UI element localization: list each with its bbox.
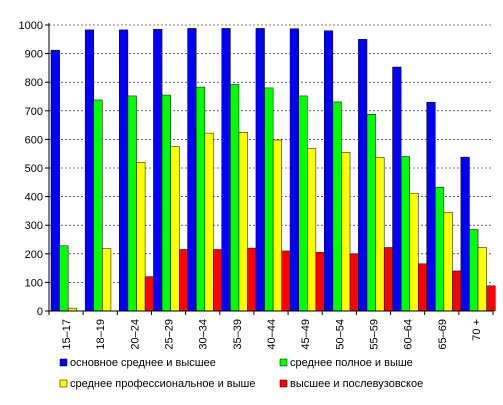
legend-swatch bbox=[59, 379, 68, 388]
bar bbox=[460, 156, 470, 312]
bar bbox=[477, 247, 487, 312]
x-tick-label: 50–54 bbox=[334, 319, 346, 350]
bar bbox=[102, 248, 112, 312]
legend-swatch bbox=[279, 379, 288, 388]
bar bbox=[221, 28, 231, 312]
axes bbox=[45, 23, 494, 315]
y-axis-tick-labels: 0 100 200 300 400 500 600 700 800 900 1000 bbox=[19, 20, 43, 318]
x-tick-label: 25–29 bbox=[164, 319, 176, 350]
y-tick-label: 600 bbox=[25, 134, 43, 146]
bar bbox=[315, 252, 325, 312]
bar bbox=[469, 229, 479, 312]
bar bbox=[383, 247, 394, 312]
bar bbox=[443, 212, 453, 312]
bar bbox=[50, 49, 60, 312]
bar bbox=[204, 132, 214, 312]
bar bbox=[323, 30, 334, 312]
bar bbox=[281, 250, 291, 312]
bar bbox=[161, 94, 171, 312]
bar bbox=[230, 84, 240, 312]
bar bbox=[289, 28, 299, 312]
y-tick-label: 500 bbox=[25, 163, 43, 175]
bar bbox=[332, 101, 342, 312]
x-tick-label: 30–34 bbox=[198, 319, 210, 350]
bar bbox=[375, 157, 385, 312]
x-tick-label: 15–17 bbox=[61, 319, 73, 350]
y-tick-label: 1000 bbox=[19, 20, 43, 32]
x-tick-label: 40–44 bbox=[266, 319, 278, 350]
bar bbox=[400, 156, 410, 312]
bar bbox=[255, 28, 265, 312]
bar bbox=[418, 263, 428, 312]
bar bbox=[341, 152, 351, 312]
legend-label: среднее полное и выше bbox=[290, 357, 413, 369]
bar bbox=[409, 192, 419, 312]
bar bbox=[187, 28, 197, 312]
bar bbox=[179, 249, 189, 312]
bar bbox=[59, 245, 69, 312]
bar bbox=[307, 148, 317, 312]
x-tick-label: 45–49 bbox=[300, 319, 312, 350]
y-tick-label: 800 bbox=[25, 77, 43, 89]
bar bbox=[452, 270, 462, 312]
y-tick-label: 100 bbox=[25, 277, 43, 289]
x-tick-label: 18–19 bbox=[95, 319, 107, 350]
x-axis-tick-labels: 15–17 18–19 20–24 25–29 30–34 35–39 40–44 45–49… bbox=[61, 319, 483, 350]
bar bbox=[486, 285, 496, 312]
bar bbox=[435, 186, 445, 312]
legend-swatch bbox=[279, 358, 288, 367]
bar bbox=[238, 132, 248, 312]
bar bbox=[272, 139, 282, 312]
y-tick-label: 0 bbox=[37, 306, 43, 318]
bars bbox=[50, 28, 496, 312]
legend: основное среднее и высшее среднее полное … bbox=[59, 357, 423, 390]
y-tick-label: 300 bbox=[25, 220, 43, 232]
x-tick-label: 65–69 bbox=[437, 319, 449, 350]
legend-label: основное среднее и высшее bbox=[70, 357, 216, 369]
x-tick-label: 70 + bbox=[471, 319, 483, 341]
x-tick-label: 55–59 bbox=[368, 319, 380, 350]
bar bbox=[392, 66, 402, 312]
bar bbox=[144, 276, 154, 312]
bar bbox=[93, 99, 103, 312]
y-tick-label: 200 bbox=[25, 249, 43, 261]
x-tick-label: 35–39 bbox=[232, 319, 244, 350]
legend-label: высшее и послевузовское bbox=[290, 378, 423, 390]
bar bbox=[358, 39, 368, 312]
bar bbox=[170, 146, 180, 312]
bar bbox=[349, 253, 359, 312]
legend-swatch bbox=[59, 358, 68, 367]
y-tick-label: 900 bbox=[25, 49, 43, 61]
bar bbox=[84, 29, 95, 312]
bar bbox=[366, 113, 376, 312]
bar bbox=[153, 29, 163, 312]
bar bbox=[136, 162, 146, 312]
bar bbox=[213, 249, 223, 312]
legend-label: среднее профессиональное и выше bbox=[70, 378, 256, 390]
bar bbox=[247, 247, 257, 312]
x-tick-label: 60–64 bbox=[403, 319, 415, 350]
bar bbox=[195, 86, 206, 312]
x-tick-label: 20–24 bbox=[129, 319, 141, 350]
bar bbox=[119, 29, 129, 312]
bar bbox=[264, 87, 274, 312]
y-tick-label: 700 bbox=[25, 106, 43, 118]
bar bbox=[298, 95, 308, 312]
bar bbox=[426, 101, 436, 312]
y-tick-label: 400 bbox=[25, 192, 43, 204]
bar bbox=[127, 95, 137, 312]
